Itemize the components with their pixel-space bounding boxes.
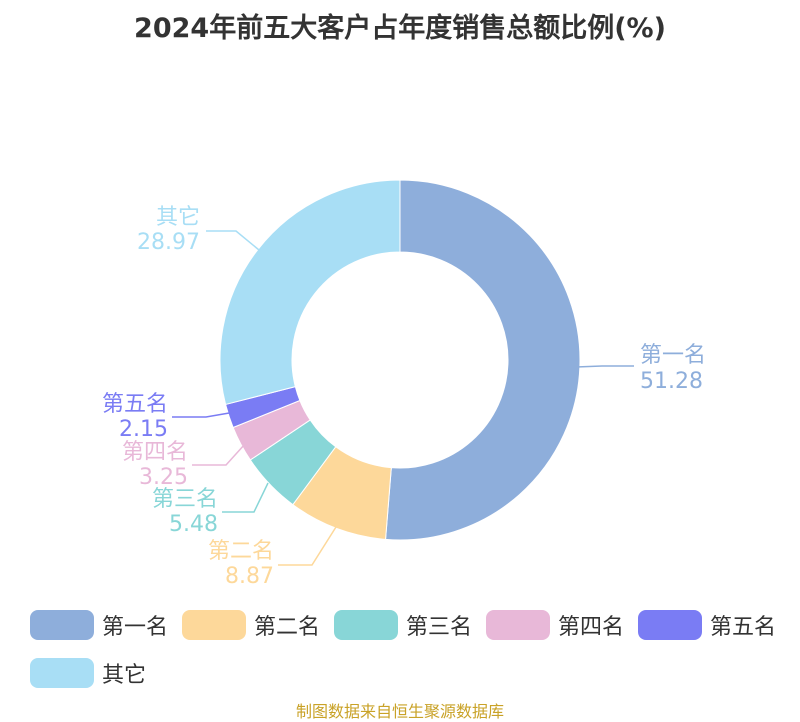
legend-label: 第二名 (254, 615, 321, 640)
leader-line-2 (278, 526, 337, 566)
legend-swatch (30, 610, 94, 640)
slice-label-value-1: 51.28 (640, 369, 703, 394)
slice-label-name-4: 第四名 (122, 440, 188, 465)
slice-label-name-1: 第一名 (640, 343, 706, 368)
leader-line-6 (206, 230, 260, 251)
slice-label-value-4: 3.25 (139, 465, 188, 490)
source-note: 制图数据来自恒生聚源数据库 (295, 702, 504, 721)
legend-item-3[interactable]: 第三名 (334, 607, 472, 643)
slice-label-value-6: 28.97 (137, 230, 200, 255)
slice-label-value-3: 5.48 (169, 512, 218, 537)
slice-label-value-5: 2.15 (119, 417, 168, 442)
legend-label: 第五名 (710, 615, 777, 640)
legend-swatch (182, 610, 246, 640)
legend-item-5[interactable]: 第五名 (638, 607, 776, 643)
slice-6[interactable] (219, 179, 401, 406)
legend-item-6[interactable]: 其它 (30, 655, 146, 691)
legend-item-2[interactable]: 第二名 (182, 607, 320, 643)
chart-title: 2024年前五大客户占年度销售总额比例(%) (134, 13, 666, 44)
slice-1[interactable] (385, 179, 581, 541)
legend-swatch (334, 610, 398, 640)
slice-label-value-2: 8.87 (225, 564, 274, 589)
leader-line-3 (222, 482, 269, 513)
legend-item-1[interactable]: 第一名 (30, 607, 168, 643)
leader-line-4 (192, 443, 246, 466)
legend-swatch (638, 610, 702, 640)
slice-label-name-3: 第三名 (152, 487, 218, 512)
legend-label: 其它 (102, 663, 147, 688)
leader-line-5 (172, 411, 236, 418)
legend-swatch (30, 658, 94, 688)
slice-label-name-6: 其它 (156, 205, 200, 230)
legend-swatch (486, 610, 550, 640)
legend-label: 第三名 (406, 615, 473, 640)
slice-label-name-5: 第五名 (102, 392, 168, 417)
slice-label-name-2: 第二名 (208, 539, 274, 564)
legend-item-4[interactable]: 第四名 (486, 607, 624, 643)
legend-label: 第四名 (558, 615, 625, 640)
legend-label: 第一名 (102, 615, 169, 640)
leader-line-1 (575, 365, 634, 368)
